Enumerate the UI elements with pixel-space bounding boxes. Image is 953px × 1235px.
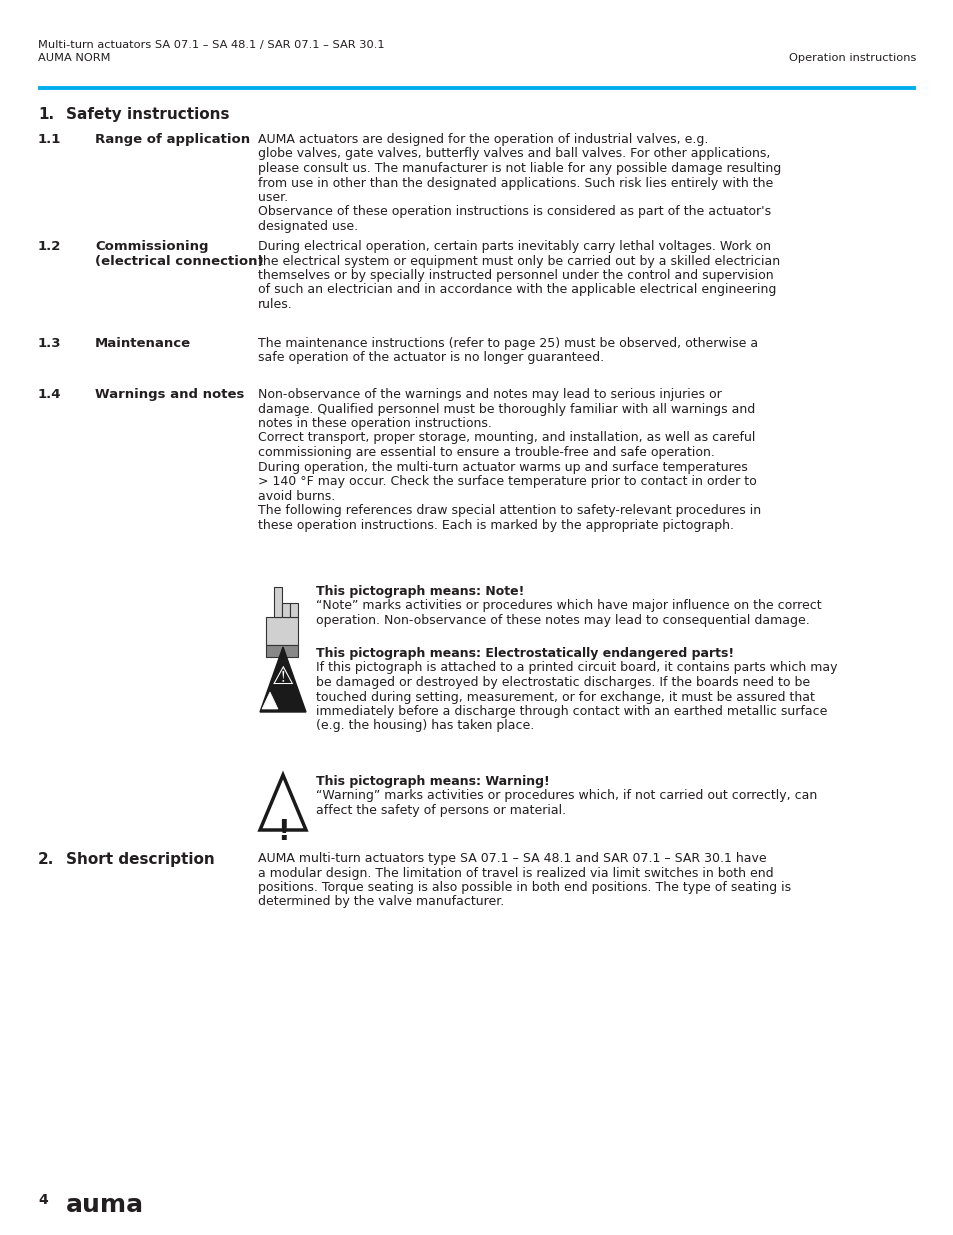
- Text: positions. Torque seating is also possible in both end positions. The type of se: positions. Torque seating is also possib…: [257, 881, 790, 894]
- Text: 1.2: 1.2: [38, 240, 61, 253]
- Text: During operation, the multi-turn actuator warms up and surface temperatures: During operation, the multi-turn actuato…: [257, 461, 747, 473]
- Polygon shape: [266, 645, 297, 657]
- Text: Observance of these operation instructions is considered as part of the actuator: Observance of these operation instructio…: [257, 205, 770, 219]
- Text: a modular design. The limitation of travel is realized via limit switches in bot: a modular design. The limitation of trav…: [257, 867, 773, 879]
- Polygon shape: [266, 618, 297, 645]
- Text: (e.g. the housing) has taken place.: (e.g. the housing) has taken place.: [315, 720, 534, 732]
- Text: “Note” marks activities or procedures which have major influence on the correct: “Note” marks activities or procedures wh…: [315, 599, 821, 613]
- Text: Warnings and notes: Warnings and notes: [95, 388, 244, 401]
- Text: 2.: 2.: [38, 852, 54, 867]
- Text: 1.4: 1.4: [38, 388, 61, 401]
- Text: Maintenance: Maintenance: [95, 337, 191, 350]
- Text: operation. Non-observance of these notes may lead to consequential damage.: operation. Non-observance of these notes…: [315, 614, 809, 627]
- Polygon shape: [262, 692, 277, 709]
- Text: these operation instructions. Each is marked by the appropriate pictograph.: these operation instructions. Each is ma…: [257, 519, 733, 531]
- Text: Commissioning: Commissioning: [95, 240, 209, 253]
- Text: rules.: rules.: [257, 298, 293, 311]
- Text: Range of application: Range of application: [95, 133, 250, 146]
- Text: If this pictograph is attached to a printed circuit board, it contains parts whi: If this pictograph is attached to a prin…: [315, 662, 837, 674]
- Text: user.: user.: [257, 191, 288, 204]
- Text: Short description: Short description: [66, 852, 214, 867]
- Text: themselves or by specially instructed personnel under the control and supervisio: themselves or by specially instructed pe…: [257, 269, 773, 282]
- Text: Non-observance of the warnings and notes may lead to serious injuries or: Non-observance of the warnings and notes…: [257, 388, 721, 401]
- Text: be damaged or destroyed by electrostatic discharges. If the boards need to be: be damaged or destroyed by electrostatic…: [315, 676, 809, 689]
- Text: affect the safety of persons or material.: affect the safety of persons or material…: [315, 804, 565, 818]
- Text: determined by the valve manufacturer.: determined by the valve manufacturer.: [257, 895, 504, 909]
- Text: 4: 4: [38, 1193, 48, 1207]
- Text: 1.1: 1.1: [38, 133, 61, 146]
- Text: “Warning” marks activities or procedures which, if not carried out correctly, ca: “Warning” marks activities or procedures…: [315, 789, 817, 803]
- Text: Correct transport, proper storage, mounting, and installation, as well as carefu: Correct transport, proper storage, mount…: [257, 431, 755, 445]
- Text: Safety instructions: Safety instructions: [66, 107, 230, 122]
- Polygon shape: [274, 587, 282, 618]
- Text: damage. Qualified personnel must be thoroughly familiar with all warnings and: damage. Qualified personnel must be thor…: [257, 403, 755, 415]
- Text: designated use.: designated use.: [257, 220, 357, 233]
- Text: the electrical system or equipment must only be carried out by a skilled electri: the electrical system or equipment must …: [257, 254, 780, 268]
- Text: immediately before a discharge through contact with an earthed metallic surface: immediately before a discharge through c…: [315, 705, 826, 718]
- Text: please consult us. The manufacturer is not liable for any possible damage result: please consult us. The manufacturer is n…: [257, 162, 781, 175]
- Text: from use in other than the designated applications. Such risk lies entirely with: from use in other than the designated ap…: [257, 177, 773, 189]
- Polygon shape: [260, 647, 306, 713]
- Text: AUMA NORM: AUMA NORM: [38, 53, 111, 63]
- Text: This pictograph means: Warning!: This pictograph means: Warning!: [315, 776, 549, 788]
- Text: notes in these operation instructions.: notes in these operation instructions.: [257, 417, 492, 430]
- Text: touched during setting, measurement, or for exchange, it must be assured that: touched during setting, measurement, or …: [315, 690, 814, 704]
- Text: commissioning are essential to ensure a trouble-free and safe operation.: commissioning are essential to ensure a …: [257, 446, 714, 459]
- Text: 1.3: 1.3: [38, 337, 61, 350]
- Polygon shape: [282, 603, 290, 618]
- Text: Multi-turn actuators SA 07.1 – SA 48.1 / SAR 07.1 – SAR 30.1: Multi-turn actuators SA 07.1 – SA 48.1 /…: [38, 40, 384, 49]
- Text: During electrical operation, certain parts inevitably carry lethal voltages. Wor: During electrical operation, certain par…: [257, 240, 770, 253]
- Text: AUMA multi-turn actuators type SA 07.1 – SA 48.1 and SAR 07.1 – SAR 30.1 have: AUMA multi-turn actuators type SA 07.1 –…: [257, 852, 766, 864]
- Text: ⚠: ⚠: [272, 664, 294, 689]
- Text: (electrical connection): (electrical connection): [95, 254, 263, 268]
- Text: 1.: 1.: [38, 107, 54, 122]
- Text: This pictograph means: Note!: This pictograph means: Note!: [315, 585, 524, 598]
- Text: This pictograph means: Electrostatically endangered parts!: This pictograph means: Electrostatically…: [315, 647, 734, 659]
- Polygon shape: [290, 603, 297, 618]
- Text: auma: auma: [66, 1193, 144, 1216]
- Text: The following references draw special attention to safety-relevant procedures in: The following references draw special at…: [257, 504, 760, 517]
- Polygon shape: [260, 776, 306, 830]
- Text: of such an electrician and in accordance with the applicable electrical engineer: of such an electrician and in accordance…: [257, 284, 776, 296]
- Text: > 140 °F may occur. Check the surface temperature prior to contact in order to: > 140 °F may occur. Check the surface te…: [257, 475, 756, 488]
- Text: !: !: [276, 818, 289, 846]
- Text: The maintenance instructions (refer to page 25) must be observed, otherwise a: The maintenance instructions (refer to p…: [257, 337, 758, 350]
- Text: globe valves, gate valves, butterfly valves and ball valves. For other applicati: globe valves, gate valves, butterfly val…: [257, 147, 770, 161]
- Text: AUMA actuators are designed for the operation of industrial valves, e.g.: AUMA actuators are designed for the oper…: [257, 133, 708, 146]
- Text: safe operation of the actuator is no longer guaranteed.: safe operation of the actuator is no lon…: [257, 352, 603, 364]
- Text: avoid burns.: avoid burns.: [257, 489, 335, 503]
- Text: Operation instructions: Operation instructions: [788, 53, 915, 63]
